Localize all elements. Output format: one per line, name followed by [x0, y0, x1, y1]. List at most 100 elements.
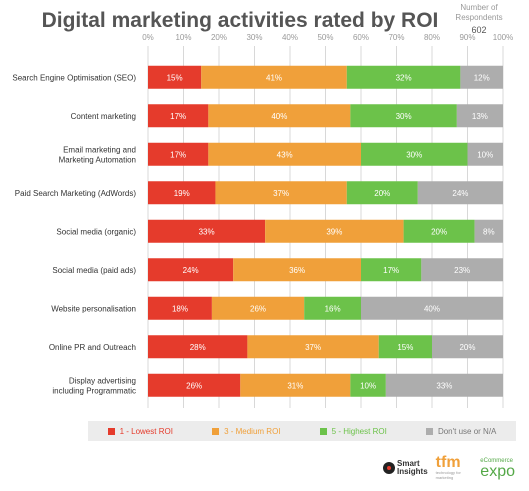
- bar-segment: [148, 142, 209, 166]
- tfm-logo: tfm technology for marketing: [435, 454, 475, 481]
- bar-segment: [148, 181, 216, 205]
- data-label: 32%: [396, 73, 412, 82]
- bar-segment: [265, 219, 404, 243]
- data-label: 17%: [170, 112, 186, 121]
- respondents-label-line1: Number of: [460, 3, 498, 12]
- data-label: 40%: [271, 112, 287, 121]
- data-label: 31%: [287, 381, 303, 390]
- legend-item: 3 - Medium ROI: [212, 426, 281, 436]
- bar-segment: [215, 181, 347, 205]
- data-label: 8%: [483, 227, 495, 236]
- data-label: 20%: [431, 227, 447, 236]
- legend-label: 3 - Medium ROI: [224, 426, 281, 436]
- category-label: Paid Search Marketing (AdWords): [15, 189, 137, 198]
- smart-insights-logo-icon: [383, 462, 395, 474]
- sponsor-logos: Smart Insights tfm technology for market…: [383, 452, 515, 484]
- bar-segment: [456, 104, 503, 128]
- ecommerce-expo-logo-text: expo: [480, 462, 515, 480]
- bar-segment: [361, 142, 468, 166]
- category-label: Social media (paid ads): [52, 266, 136, 275]
- data-label: 40%: [424, 304, 440, 313]
- bar-segment: [421, 258, 503, 282]
- data-label: 12%: [474, 73, 490, 82]
- data-label: 30%: [406, 150, 422, 159]
- data-label: 33%: [199, 227, 215, 236]
- bar-segment: [148, 219, 266, 243]
- data-label: 24%: [452, 189, 468, 198]
- category-label: Email marketing and Marketing Automation: [59, 145, 136, 164]
- data-label: 24%: [183, 266, 199, 275]
- bar-segment: [432, 335, 503, 359]
- data-label: 17%: [383, 266, 399, 275]
- bar-segment: [247, 335, 379, 359]
- smart-insights-logo-line1: Smart: [397, 459, 420, 468]
- bar-segment: [346, 65, 461, 89]
- tfm-logo-text: tfm: [435, 454, 461, 471]
- bar-segment: [208, 142, 361, 166]
- data-label: 37%: [273, 189, 289, 198]
- data-label: 39%: [326, 227, 342, 236]
- x-tick-label: 60%: [353, 33, 369, 42]
- data-label: 20%: [459, 343, 475, 352]
- category-label: Display advertising including Programmati…: [52, 376, 136, 395]
- data-label: 26%: [186, 381, 202, 390]
- legend-item: Don't use or N/A: [425, 426, 497, 436]
- tfm-logo-sub: technology for marketing: [435, 470, 461, 480]
- category-label: Social media (organic): [56, 227, 136, 236]
- chart-title: Digital marketing activities rated by RO…: [41, 9, 439, 32]
- bar-segment: [148, 296, 212, 320]
- data-label: 17%: [170, 150, 186, 159]
- legend-swatch: [425, 427, 433, 435]
- bar-segment: [201, 65, 347, 89]
- x-tick-label: 30%: [246, 33, 262, 42]
- data-label: 16%: [325, 304, 341, 313]
- ecommerce-expo-logo: eCommerce expo: [480, 457, 515, 480]
- x-tick-label: 40%: [282, 33, 298, 42]
- bar-segment: [417, 181, 503, 205]
- smart-insights-logo-line2: Insights: [397, 467, 428, 476]
- x-tick-label: 90%: [459, 33, 475, 42]
- data-label: 13%: [472, 112, 488, 121]
- category-label: Website personalisation: [51, 304, 136, 313]
- data-label: 20%: [374, 189, 390, 198]
- data-label: 36%: [289, 266, 305, 275]
- bar-segment: [148, 65, 202, 89]
- x-tick-label: 50%: [317, 33, 333, 42]
- bar-segment: [233, 258, 361, 282]
- bar-segment: [148, 373, 241, 397]
- legend-label: Don't use or N/A: [437, 426, 497, 436]
- chart-legend: 1 - Lowest ROI 3 - Medium ROI 5 - Highest …: [88, 421, 516, 441]
- x-tick-label: 10%: [175, 33, 191, 42]
- legend-label: 1 - Lowest ROI: [119, 426, 173, 436]
- bar-segment: [240, 373, 351, 397]
- data-label: 10%: [477, 150, 493, 159]
- legend-item: 5 - Highest ROI: [319, 427, 387, 436]
- category-label: Search Engine Optimisation (SEO): [12, 73, 136, 82]
- x-tick-label: 0%: [142, 33, 154, 42]
- respondents-label-line2: Respondents: [455, 13, 503, 22]
- x-tick-label: 20%: [211, 33, 227, 42]
- x-tick-label: 70%: [388, 33, 404, 42]
- bar-segment: [148, 335, 248, 359]
- data-label: 41%: [266, 73, 282, 82]
- respondents-value: 602: [471, 25, 487, 35]
- data-label: 43%: [277, 150, 293, 159]
- data-label: 23%: [454, 266, 470, 275]
- data-label: 18%: [172, 304, 188, 313]
- bar-segment: [211, 296, 305, 320]
- bar-segment: [350, 373, 386, 397]
- x-tick-label: 100%: [493, 33, 513, 42]
- bar-segment: [403, 219, 475, 243]
- legend-swatch: [212, 427, 220, 435]
- ecommerce-expo-logo-top: eCommerce: [480, 457, 513, 464]
- bar-segment: [460, 65, 503, 89]
- category-label: Content marketing: [71, 112, 136, 121]
- legend-swatch: [107, 427, 115, 435]
- x-tick-label: 80%: [424, 33, 440, 42]
- bar-segment: [148, 104, 209, 128]
- data-label: 28%: [190, 343, 206, 352]
- data-label: 15%: [397, 343, 413, 352]
- bar-segment: [346, 181, 418, 205]
- respondents-count: Number of Respondents 602: [448, 3, 510, 35]
- category-label: Online PR and Outreach: [49, 343, 136, 352]
